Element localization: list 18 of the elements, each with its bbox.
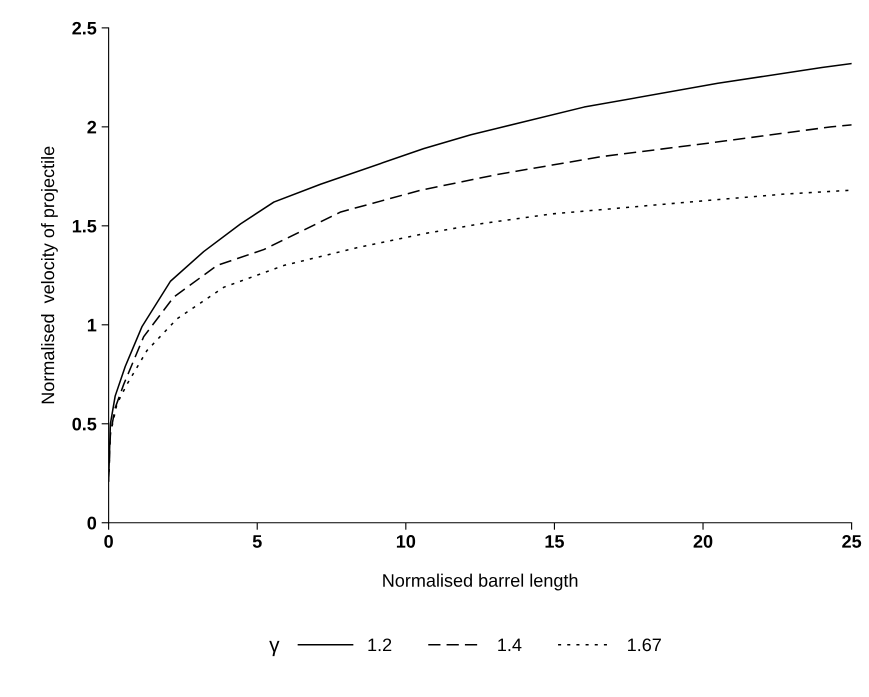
y-tick-label: 1.5 — [72, 220, 96, 233]
x-tick-label: 5 — [252, 535, 262, 548]
legend-label: 1.67 — [628, 638, 661, 652]
x-axis-title: Normalised barrel length — [383, 574, 578, 590]
y-tick-label: 2.5 — [72, 22, 96, 35]
legend-label: 1.4 — [498, 638, 522, 652]
x-tick-label: 15 — [546, 535, 564, 548]
legend-title: γ — [269, 640, 280, 656]
y-tick-label: 2 — [87, 120, 96, 134]
y-tick-label: 0 — [87, 516, 96, 530]
y-tick-label: 0.5 — [72, 418, 96, 430]
x-tick-label: 10 — [396, 535, 416, 548]
x-tick-label: 0 — [104, 535, 113, 548]
y-tick-label: 1 — [88, 318, 96, 332]
legend-label: 1.2 — [368, 638, 392, 652]
y-axis-title: Normalised velocity of projectile — [41, 146, 58, 404]
x-tick-label: 20 — [694, 535, 712, 548]
x-tick-label: 25 — [842, 535, 862, 548]
